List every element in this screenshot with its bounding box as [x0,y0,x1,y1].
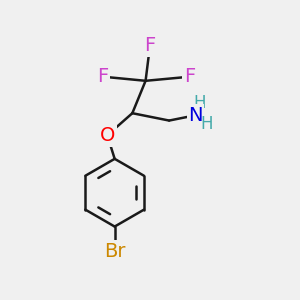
Text: N: N [188,106,203,125]
Text: F: F [97,68,109,86]
Text: H: H [193,94,206,112]
Text: Br: Br [104,242,125,261]
Text: F: F [184,68,195,86]
Text: O: O [100,126,115,145]
Text: H: H [201,115,213,133]
Text: F: F [144,36,156,55]
